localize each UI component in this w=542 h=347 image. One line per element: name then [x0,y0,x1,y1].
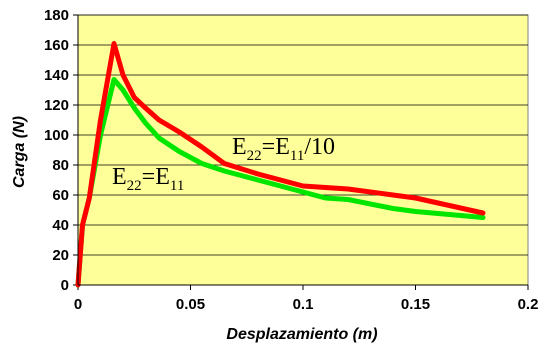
x-tick-label: 0 [74,296,82,313]
y-tick-label: 20 [52,247,69,264]
y-gridlines [78,14,528,256]
y-tick-label: 80 [52,157,69,174]
x-tick-label: 0.1 [293,296,314,313]
x-tick-labels: 0 0.05 0.1 0.15 0.2 [74,285,539,313]
y-tick-label: 100 [44,127,69,144]
x-tick-label: 0.2 [518,296,539,313]
series-line-green [75,77,486,288]
y-tick-label: 160 [44,37,69,54]
y-tick-label: 0 [61,277,69,294]
y-tick-label: 180 [44,7,69,24]
y-tick-labels: 0 20 40 60 80 100 120 140 160 180 [44,7,78,294]
y-tick-label: 140 [44,67,69,84]
x-tick-label: 0.05 [176,296,205,313]
series-lines [75,41,486,288]
y-tick-label: 120 [44,97,69,114]
plot-area [77,14,529,286]
y-tick-label: 60 [52,187,69,204]
annotation-red-series: E22=E11/10 [232,134,335,164]
annotation-green-series: E22=E11 [112,164,184,194]
y-axis-title: Carga (N) [11,116,28,188]
x-tick-label: 0.15 [401,296,430,313]
y-tick-label: 40 [52,217,69,234]
series-line-red [75,41,486,288]
x-axis-title: Desplazamiento (m) [226,326,377,343]
